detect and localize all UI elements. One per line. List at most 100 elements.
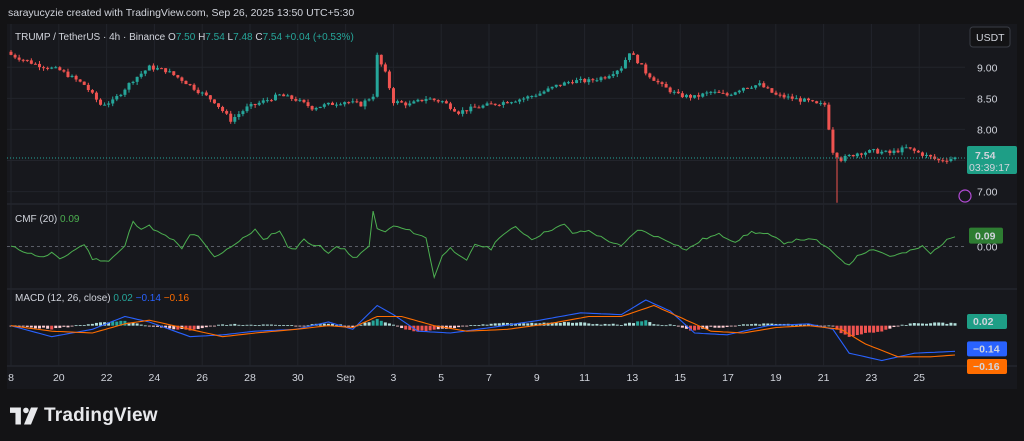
candle-body — [689, 94, 693, 98]
macd-histogram-bar — [664, 325, 668, 327]
candle-body — [436, 100, 440, 102]
macd-histogram-bar — [131, 322, 135, 326]
candle-body — [448, 103, 452, 109]
macd-histogram-bar — [876, 325, 880, 332]
macd-histogram-bar — [298, 325, 302, 327]
cmf-value-label: 0.09 — [975, 231, 996, 243]
candle-body — [741, 87, 745, 91]
candle-body — [151, 65, 155, 70]
candle-body — [754, 85, 758, 88]
candle-body — [200, 92, 204, 94]
macd-histogram-bar — [225, 325, 229, 326]
candle-body — [46, 67, 50, 69]
candle-body — [615, 70, 619, 75]
macd-histogram-bar — [200, 325, 204, 329]
macd-histogram-bar — [676, 325, 680, 327]
macd-histogram-bar — [66, 325, 70, 328]
macd-histogram-bar — [50, 325, 54, 330]
macd-histogram-bar — [428, 325, 432, 331]
alert-clock-icon — [958, 189, 972, 203]
candle-body — [497, 104, 501, 106]
x-tick-label: 19 — [770, 372, 782, 384]
candle-body — [855, 153, 859, 157]
macd-histogram-bar — [550, 322, 554, 326]
candle-body — [359, 101, 363, 107]
macd-histogram-bar — [615, 324, 619, 326]
candle-body — [554, 84, 558, 87]
macd-histogram-bar — [400, 325, 404, 329]
candle-body — [835, 152, 839, 158]
x-tick-label: 5 — [438, 372, 444, 384]
macd-histogram-bar — [465, 325, 469, 327]
candle-body — [790, 96, 794, 99]
candle-body — [676, 91, 680, 94]
macd-histogram-bar — [579, 322, 583, 326]
candle-body — [335, 104, 339, 106]
macd-histogram-bar — [208, 325, 212, 327]
macd-histogram-bar — [811, 325, 815, 326]
candle-body — [217, 103, 221, 107]
candle-body — [640, 63, 644, 65]
candle-body — [78, 79, 82, 82]
macd-histogram-bar — [416, 325, 420, 332]
macd-histogram-bar — [741, 324, 745, 326]
candle-body — [355, 101, 359, 103]
candle-body — [648, 73, 652, 78]
macd-histogram-bar — [326, 323, 330, 326]
x-tick-label: 13 — [627, 372, 639, 384]
macd-histogram-bar — [668, 324, 672, 326]
macd-histogram-bar — [155, 325, 159, 327]
macd-histogram-bar — [286, 325, 290, 326]
candle-body — [583, 78, 587, 83]
candle-body — [489, 103, 493, 105]
macd-histogram-bar — [457, 325, 461, 328]
candle-body — [904, 147, 908, 149]
candle-body — [225, 111, 229, 114]
candle-body — [229, 113, 233, 122]
candle-body — [298, 99, 302, 101]
candle-body — [94, 92, 98, 100]
macd-histogram-bar — [896, 325, 900, 327]
macd-histogram-bar — [306, 325, 310, 327]
candle-body — [546, 88, 550, 92]
macd-histogram-bar — [282, 324, 286, 326]
macd-histogram-bar — [221, 324, 225, 326]
macd-histogram-bar — [257, 325, 261, 327]
candle-body — [404, 102, 408, 106]
candle-body — [774, 92, 778, 95]
candle-body — [347, 102, 351, 104]
macd-histogram-bar — [933, 322, 937, 326]
macd-histogram-bar — [192, 325, 196, 330]
price-y-tick-label: 9.00 — [977, 62, 998, 74]
macd-histogram-bar — [359, 324, 363, 326]
macd-histogram-bar — [343, 325, 347, 327]
candle-body — [684, 94, 688, 98]
macd-histogram-bar — [269, 324, 273, 326]
chart-panel[interactable]: 8 20 22 24 26 28 30 Sep 3 5 7 9 11 13 15 17 19 21 23 25 9.00… — [7, 24, 1017, 389]
macd-histogram-bar — [387, 323, 391, 326]
macd-histogram-bar — [302, 325, 306, 327]
chart-svg[interactable]: 8 20 22 24 26 28 30 Sep 3 5 7 9 11 13 15 17 19 21 23 25 9.00… — [7, 24, 1017, 389]
candle-body — [538, 93, 542, 96]
candle-body — [591, 79, 595, 81]
macd-histogram-bar — [571, 322, 575, 326]
candle-body — [929, 154, 933, 157]
candle-body — [103, 104, 107, 106]
price-y-tick-label: 8.50 — [977, 93, 998, 105]
candle-body — [245, 106, 249, 112]
candle-body — [107, 103, 111, 105]
candle-body — [400, 101, 404, 103]
candle-body — [530, 96, 534, 98]
candle-body — [660, 82, 664, 84]
macd-histogram-bar — [453, 325, 457, 329]
candle-body — [644, 64, 648, 74]
candle-body — [135, 76, 139, 82]
candle-body — [82, 81, 86, 85]
candle-body — [721, 92, 725, 94]
macd-value-label: −0.14 — [973, 343, 1000, 355]
macd-histogram-bar — [925, 323, 929, 326]
candle-body — [461, 110, 465, 114]
candle-body — [558, 84, 562, 86]
macd-histogram-bar — [33, 325, 37, 329]
cmf-legend-value: 0.09 — [60, 214, 80, 225]
